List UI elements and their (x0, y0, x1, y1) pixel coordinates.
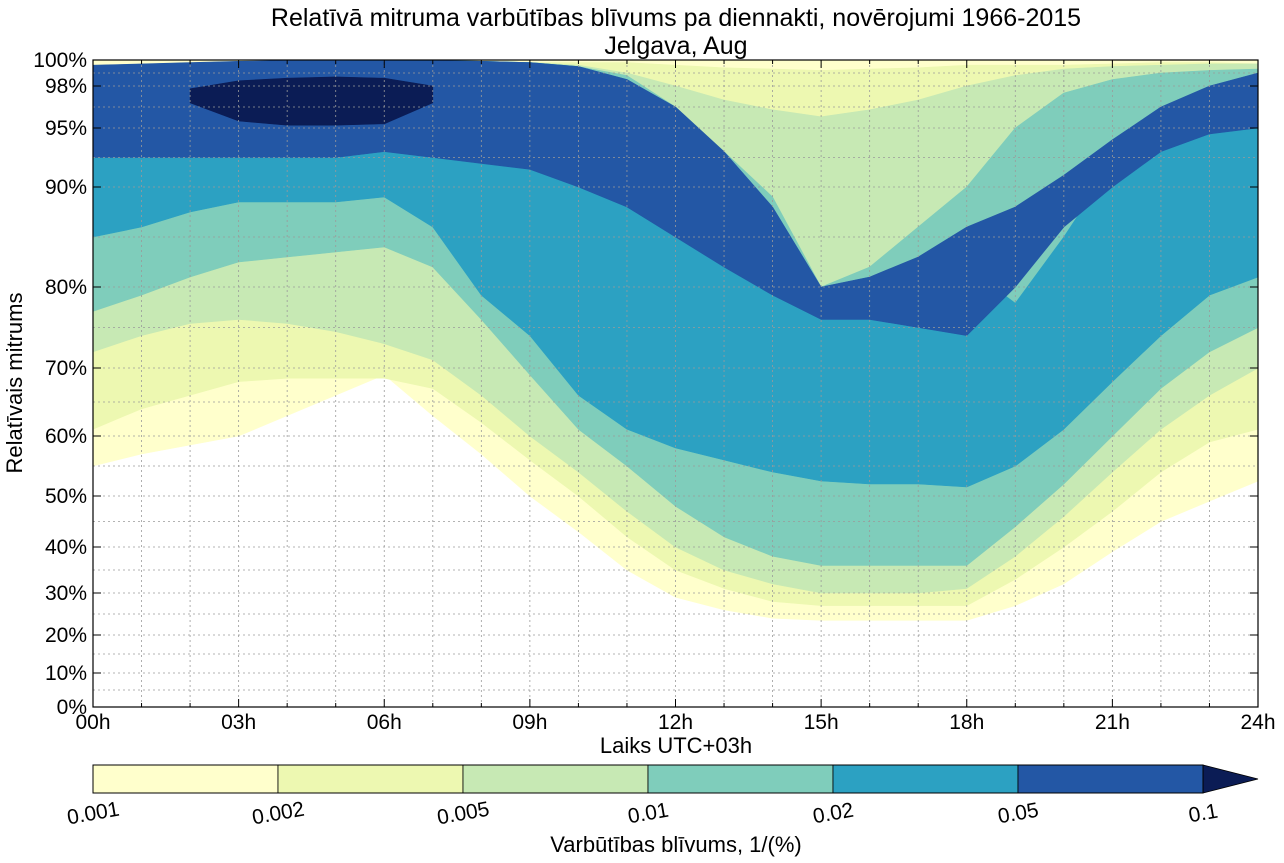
x-tick-label: 24h (1240, 711, 1275, 734)
grid-lines (93, 60, 1258, 707)
y-tick-label: 80% (45, 276, 87, 299)
colorbar-tick-label: 0.05 (996, 799, 1040, 829)
colorbar-segment (462, 764, 649, 794)
y-tick-label: 50% (45, 485, 87, 508)
colorbar-segment (1017, 764, 1204, 794)
colorbar-tick-label: 0.001 (65, 798, 121, 830)
x-tick-label: 15h (804, 711, 839, 734)
y-axis-ticks: 0% 10% 20% 30% 40% 50% 60% 70% 80% 90% 95% 98% 100% (33, 49, 1258, 719)
colorbar-segment (832, 764, 1019, 794)
y-tick-label: 40% (45, 536, 87, 559)
x-tick-label: 00h (75, 711, 110, 734)
x-tick-label: 03h (221, 711, 256, 734)
colorbar-tick-label: 0.002 (250, 798, 306, 830)
colorbar-extend-arrow (1202, 764, 1259, 794)
x-tick-label: 09h (512, 711, 547, 734)
y-tick-label: 95% (45, 117, 87, 140)
colorbar-tick-label: 0.01 (626, 799, 670, 829)
colorbar-frame (92, 764, 1204, 794)
x-axis-label: Laiks UTC+03h (600, 733, 752, 758)
y-tick-label: 10% (45, 662, 87, 685)
x-axis-ticks: 00h 03h 06h 09h 12h 15h 18h 21h 24h (75, 60, 1276, 734)
x-tick-label: 06h (367, 711, 402, 734)
y-axis-label: Relatīvais mitrums (2, 293, 27, 474)
colorbar-tick-label: 0.1 (1187, 800, 1220, 828)
x-tick-label: 18h (949, 711, 984, 734)
x-tick-label: 12h (658, 711, 693, 734)
y-tick-label: 0% (57, 696, 87, 719)
plot-area: 00h 03h 06h 09h 12h 15h 18h 21h 24h 0% 10% 20% 30% 4… (33, 49, 1275, 734)
x-tick-label: 21h (1095, 711, 1130, 734)
colorbar-tick-label: 0.02 (811, 799, 855, 829)
y-tick-label: 90% (45, 176, 87, 199)
y-tick-label: 20% (45, 624, 87, 647)
y-tick-label: 30% (45, 582, 87, 605)
colorbar-segment (277, 764, 464, 794)
colorbar-segment (92, 764, 279, 794)
chart-subtitle: Jelgava, Aug (604, 32, 747, 60)
colorbar-label: Varbūtības blīvums, 1/(%) (550, 832, 801, 857)
y-tick-label: 60% (45, 425, 87, 448)
colorbar-tick-label: 0.005 (435, 798, 491, 830)
y-tick-label: 98% (45, 75, 87, 98)
y-tick-label: 70% (45, 357, 87, 380)
chart-title: Relatīvā mitruma varbūtības blīvums pa d… (271, 4, 1081, 32)
colorbar: 0.001 0.002 0.005 0.01 0.02 0.05 0.1 (65, 764, 1259, 830)
colorbar-segment (647, 764, 834, 794)
y-tick-label: 100% (33, 49, 87, 72)
